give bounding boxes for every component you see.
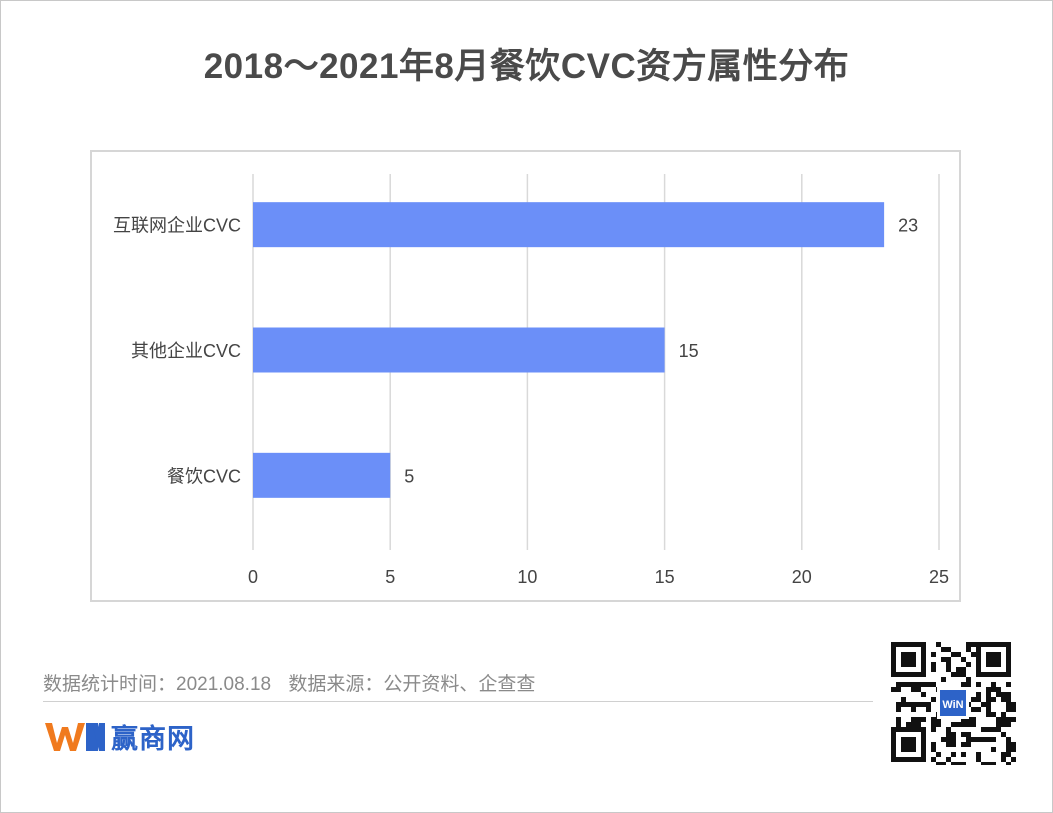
stats-time-text: 数据统计时间：2021.08.18 [43,674,272,695]
bar-chart: 0 5 10 15 20 25 互联网企业CVC 23 其他企业CVC 15 餐饮CVC 5 [113,174,949,587]
brand-logo: 赢商网 [45,716,195,756]
chart-title: 2018～2021年8月餐饮CVC资方属性分布 [203,47,850,86]
bar [253,327,665,373]
data-label: 5 [404,466,414,486]
footer-divider [43,701,873,702]
bar [253,452,391,498]
x-tick-label: 10 [517,567,537,587]
data-label: 15 [679,341,699,361]
y-category-label: 互联网企业CVC [113,216,241,236]
x-tick-label: 25 [929,567,949,587]
x-tick-label: 20 [792,567,812,587]
win-logo-icon [45,723,105,751]
data-source-text: 数据来源：公开资料、企查查 [288,674,536,695]
data-label: 23 [898,216,918,236]
svg-text:WiN: WiN [942,699,963,711]
source-note: 数据统计时间：2021.08.18 数据来源：公开资料、企查查 [43,669,547,696]
y-category-label: 其他企业CVC [131,341,241,361]
chart-area: 0 5 10 15 20 25 互联网企业CVC 23 其他企业CVC 15 餐饮CVC 5 [90,150,961,602]
x-tick-label: 15 [655,567,675,587]
brand-name: 赢商网 [111,723,195,754]
qr-code-icon: WiN [890,641,1016,765]
x-tick-label: 5 [385,567,395,587]
bar [253,202,885,248]
x-tick-label: 0 [248,567,258,587]
y-category-label: 餐饮CVC [167,466,241,486]
